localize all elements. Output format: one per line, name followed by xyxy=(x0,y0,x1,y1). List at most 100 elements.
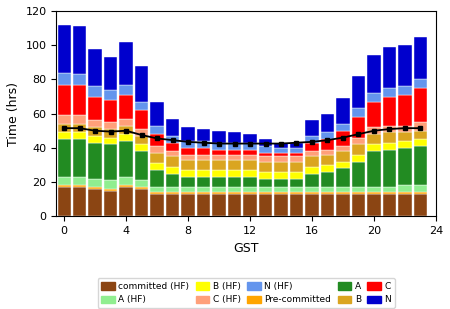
Bar xyxy=(120,141,133,177)
Bar xyxy=(89,187,102,189)
Bar xyxy=(120,95,133,119)
Bar xyxy=(166,156,179,167)
Bar xyxy=(89,179,102,187)
Bar xyxy=(104,138,117,144)
Bar xyxy=(104,180,117,189)
Bar xyxy=(398,141,412,148)
Bar xyxy=(321,172,334,187)
Bar xyxy=(243,177,256,187)
Bar xyxy=(383,125,396,133)
Bar xyxy=(259,146,272,153)
Bar xyxy=(181,160,194,170)
Bar xyxy=(274,153,288,156)
Bar xyxy=(73,139,86,177)
Bar xyxy=(228,133,241,143)
Bar xyxy=(212,177,225,187)
Bar xyxy=(212,131,225,143)
Bar xyxy=(89,49,102,86)
Bar xyxy=(58,85,71,115)
Bar xyxy=(181,155,194,160)
Bar xyxy=(352,144,365,155)
Bar xyxy=(259,156,272,162)
Bar xyxy=(290,194,303,216)
Bar xyxy=(414,79,427,88)
Bar xyxy=(73,177,86,185)
Bar xyxy=(367,187,381,192)
Bar xyxy=(181,177,194,187)
Bar xyxy=(337,162,350,168)
Bar xyxy=(274,187,288,192)
Bar xyxy=(259,192,272,194)
Bar xyxy=(135,110,148,129)
Bar xyxy=(321,155,334,165)
Bar xyxy=(150,102,164,125)
Bar xyxy=(73,85,86,115)
Bar xyxy=(414,122,427,131)
Bar xyxy=(367,93,381,102)
Bar xyxy=(73,115,86,124)
X-axis label: GST: GST xyxy=(234,242,259,255)
Bar xyxy=(197,170,210,177)
Bar xyxy=(337,187,350,192)
Bar xyxy=(89,96,102,121)
Bar xyxy=(367,151,381,187)
Bar xyxy=(120,134,133,141)
Bar xyxy=(104,129,117,138)
Bar xyxy=(150,170,164,187)
Bar xyxy=(197,148,210,155)
Bar xyxy=(367,144,381,151)
Bar xyxy=(58,133,71,139)
Bar xyxy=(398,192,412,194)
Bar xyxy=(414,146,427,185)
Bar xyxy=(398,95,412,125)
Bar xyxy=(150,125,164,134)
Bar xyxy=(104,144,117,180)
Bar xyxy=(306,174,319,187)
Bar xyxy=(58,187,71,216)
Bar xyxy=(290,192,303,194)
Bar xyxy=(120,177,133,185)
Bar xyxy=(166,143,179,151)
Bar xyxy=(321,139,334,150)
Bar xyxy=(58,115,71,124)
Bar xyxy=(150,163,164,170)
Bar xyxy=(228,155,241,160)
Bar xyxy=(89,127,102,136)
Bar xyxy=(120,85,133,95)
Bar xyxy=(259,179,272,187)
Bar xyxy=(337,98,350,124)
Bar xyxy=(120,125,133,134)
Bar xyxy=(306,187,319,192)
Bar xyxy=(383,133,396,143)
Bar xyxy=(228,187,241,192)
Bar xyxy=(243,194,256,216)
Bar xyxy=(290,187,303,192)
Bar xyxy=(135,102,148,110)
Bar xyxy=(352,192,365,194)
Bar xyxy=(120,42,133,85)
Bar xyxy=(290,156,303,162)
Bar xyxy=(212,155,225,160)
Bar xyxy=(306,194,319,216)
Bar xyxy=(259,194,272,216)
Bar xyxy=(352,117,365,138)
Bar xyxy=(120,187,133,216)
Bar xyxy=(197,187,210,192)
Bar xyxy=(321,194,334,216)
Legend: committed (HF), A (HF), B (HF), C (HF), N (HF), Pre-committed, A, B, C, N: committed (HF), A (HF), B (HF), C (HF), … xyxy=(98,278,395,308)
Bar xyxy=(89,121,102,127)
Bar xyxy=(352,162,365,187)
Bar xyxy=(181,148,194,155)
Bar xyxy=(104,57,117,90)
Bar xyxy=(306,121,319,136)
Bar xyxy=(166,174,179,187)
Bar xyxy=(414,88,427,122)
Bar xyxy=(383,96,396,125)
Bar xyxy=(135,129,148,136)
Bar xyxy=(398,86,412,95)
Bar xyxy=(383,192,396,194)
Bar xyxy=(290,172,303,179)
Bar xyxy=(383,143,396,150)
Bar xyxy=(243,150,256,155)
Bar xyxy=(228,170,241,177)
